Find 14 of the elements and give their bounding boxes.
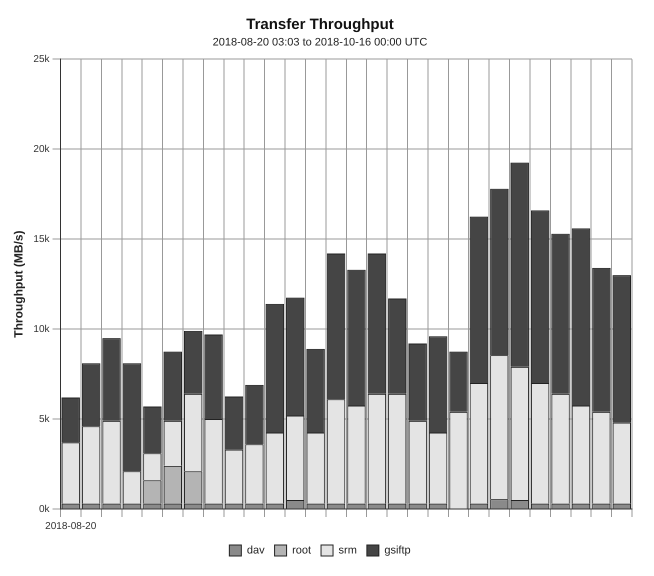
x-tick-label: 2018-08-20: [45, 520, 97, 532]
chart-title: Transfer Throughput: [246, 16, 394, 34]
y-axis-title: Throughput (MB/s): [12, 230, 26, 338]
y-tick-label: 10k: [33, 324, 51, 335]
legend-label: srm: [338, 544, 357, 557]
y-tick-label: 5k: [38, 414, 51, 425]
chart-subtitle: 2018-08-20 03:03 to 2018-10-16 00:00 UTC: [212, 36, 428, 49]
legend-label: dav: [246, 544, 266, 557]
legend-label: root: [292, 544, 312, 557]
legend-label: gsiftp: [384, 544, 411, 557]
y-tick-label: 25k: [33, 54, 51, 65]
y-tick-label: 15k: [33, 234, 51, 245]
y-tick-label: 0k: [38, 504, 51, 515]
y-tick-label: 20k: [33, 144, 51, 155]
